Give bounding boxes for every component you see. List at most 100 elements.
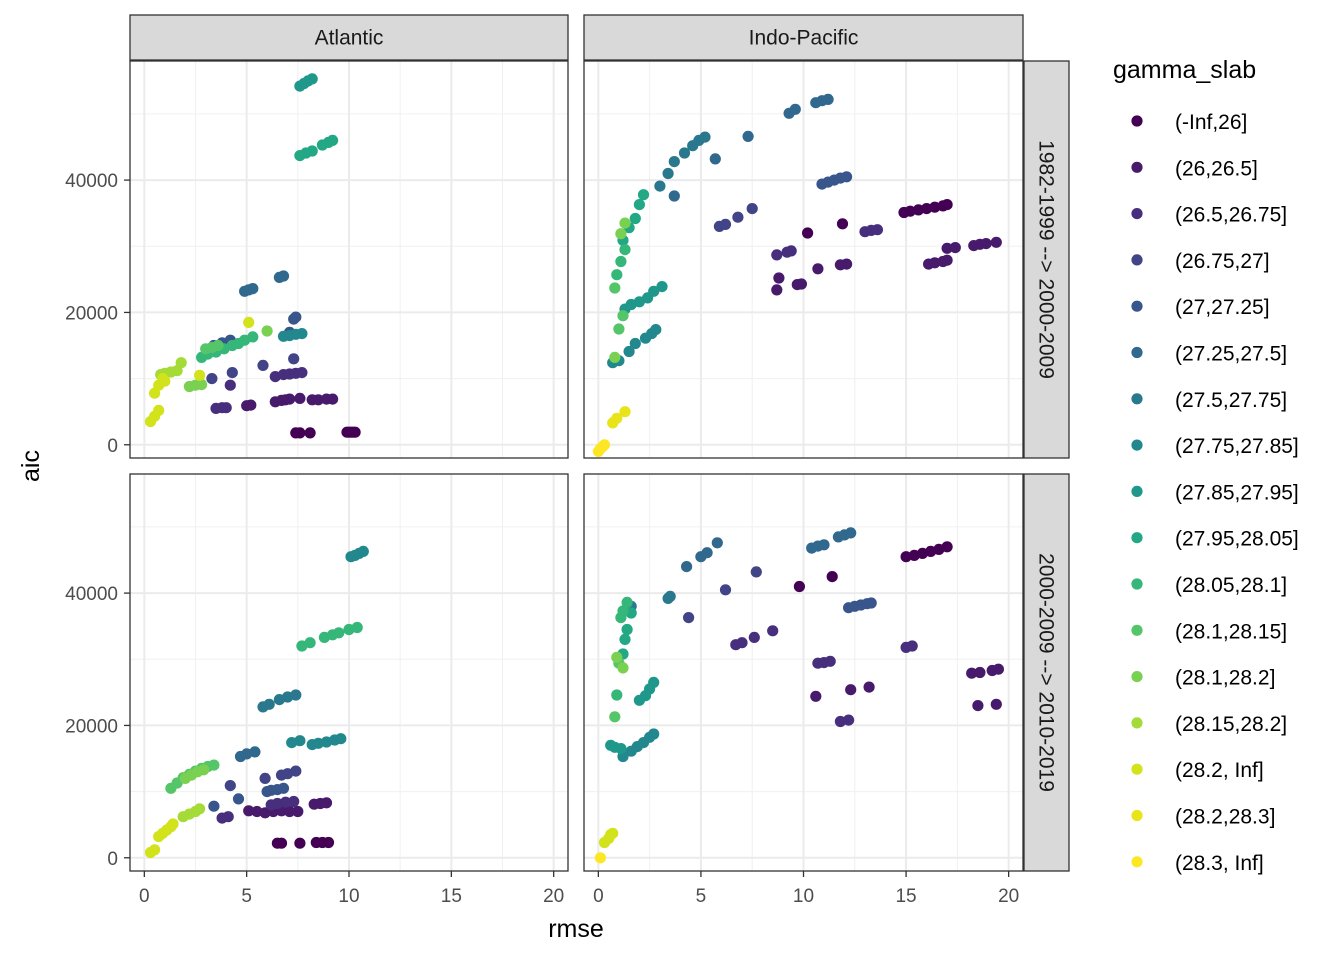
legend-key bbox=[1131, 717, 1143, 729]
data-point bbox=[294, 735, 306, 747]
data-point bbox=[773, 272, 785, 284]
legend-item: (27.85,27.95] bbox=[1131, 481, 1299, 504]
data-point bbox=[941, 199, 953, 211]
data-point bbox=[333, 627, 345, 639]
data-point bbox=[629, 337, 641, 350]
data-point bbox=[212, 339, 224, 352]
data-point bbox=[941, 541, 953, 553]
data-point bbox=[243, 316, 255, 328]
data-point bbox=[980, 238, 992, 250]
data-point bbox=[990, 236, 1002, 248]
facet-strips: Atlantic Indo-Pacific 1982-1999 --> 2000-2… bbox=[129, 14, 1070, 872]
data-point bbox=[351, 621, 363, 634]
data-point bbox=[929, 201, 941, 213]
data-point bbox=[650, 324, 662, 336]
data-point bbox=[609, 711, 621, 723]
legend-title: gamma_slab bbox=[1113, 56, 1256, 84]
data-point bbox=[748, 631, 760, 644]
data-point bbox=[617, 310, 629, 322]
data-point bbox=[736, 637, 748, 649]
legend-label: (28.15,28.2] bbox=[1175, 713, 1287, 736]
legend-item: (-Inf,26] bbox=[1131, 111, 1247, 134]
legend-item: (26.5,26.75] bbox=[1131, 204, 1287, 227]
data-point bbox=[785, 245, 797, 257]
data-point bbox=[220, 402, 232, 414]
x-tick-label: 15 bbox=[441, 886, 462, 907]
data-point bbox=[598, 439, 611, 451]
data-point bbox=[900, 551, 912, 563]
legend-item: (27,27.25] bbox=[1131, 296, 1270, 319]
panels-layer bbox=[129, 60, 1024, 872]
data-point bbox=[912, 204, 925, 216]
data-point bbox=[629, 212, 641, 225]
legend-key bbox=[1131, 439, 1143, 451]
legend-key bbox=[1131, 624, 1143, 636]
data-point bbox=[284, 805, 296, 818]
data-point bbox=[224, 379, 236, 391]
legend-label: (26,26.5] bbox=[1175, 157, 1258, 180]
y-tick-label: 40000 bbox=[65, 584, 118, 605]
data-point bbox=[719, 218, 732, 230]
data-point bbox=[149, 844, 161, 856]
data-point bbox=[327, 134, 339, 146]
data-point bbox=[198, 764, 210, 776]
legend-item: (26,26.5] bbox=[1131, 157, 1258, 180]
data-point bbox=[966, 667, 978, 679]
data-point bbox=[742, 130, 754, 142]
x-tick-label: 20 bbox=[998, 886, 1019, 907]
data-point bbox=[284, 393, 296, 405]
data-point bbox=[767, 625, 779, 637]
legend-key bbox=[1131, 578, 1143, 590]
data-point bbox=[793, 580, 806, 593]
data-point bbox=[196, 379, 208, 391]
data-point bbox=[648, 676, 660, 689]
data-point bbox=[294, 427, 306, 439]
data-point bbox=[153, 404, 165, 416]
legend-label: (27.95,28.05] bbox=[1175, 528, 1299, 551]
data-point bbox=[335, 733, 347, 745]
data-point bbox=[288, 795, 300, 808]
panel-border bbox=[129, 60, 569, 459]
legend-item: (28.2,28.3] bbox=[1131, 806, 1275, 829]
data-point bbox=[224, 780, 236, 792]
legend-label: (28.3, Inf] bbox=[1175, 852, 1264, 875]
data-point bbox=[277, 270, 290, 282]
data-point bbox=[681, 561, 693, 573]
data-point bbox=[701, 547, 713, 559]
data-point bbox=[750, 566, 762, 578]
legend-key bbox=[1131, 809, 1143, 822]
legend-label: (27.5,27.75] bbox=[1175, 389, 1287, 412]
data-point bbox=[664, 590, 676, 603]
data-point bbox=[615, 255, 627, 268]
data-point bbox=[619, 244, 631, 256]
data-point bbox=[296, 367, 308, 379]
data-point bbox=[296, 328, 308, 340]
data-point bbox=[194, 803, 206, 815]
data-point bbox=[271, 797, 283, 810]
data-point bbox=[662, 167, 674, 180]
data-point bbox=[226, 367, 238, 379]
data-point bbox=[607, 827, 619, 839]
data-point bbox=[992, 663, 1005, 675]
data-point bbox=[746, 203, 758, 215]
data-point bbox=[327, 393, 339, 405]
data-point bbox=[826, 571, 838, 583]
legend-key bbox=[1131, 671, 1143, 683]
legend-key bbox=[1131, 346, 1143, 359]
data-point bbox=[261, 325, 273, 337]
column-strip bbox=[129, 14, 569, 61]
data-point bbox=[194, 369, 206, 381]
data-point bbox=[709, 153, 721, 165]
y-axis-title: aic bbox=[17, 450, 45, 482]
data-point bbox=[668, 190, 680, 202]
data-point bbox=[294, 837, 306, 849]
data-point bbox=[312, 394, 324, 406]
data-point bbox=[865, 597, 877, 609]
data-point bbox=[941, 242, 953, 254]
legend-item: (27.25,27.5] bbox=[1131, 343, 1287, 366]
data-point bbox=[280, 796, 292, 808]
data-point bbox=[222, 811, 234, 823]
data-point bbox=[609, 351, 621, 363]
data-point bbox=[611, 651, 623, 663]
